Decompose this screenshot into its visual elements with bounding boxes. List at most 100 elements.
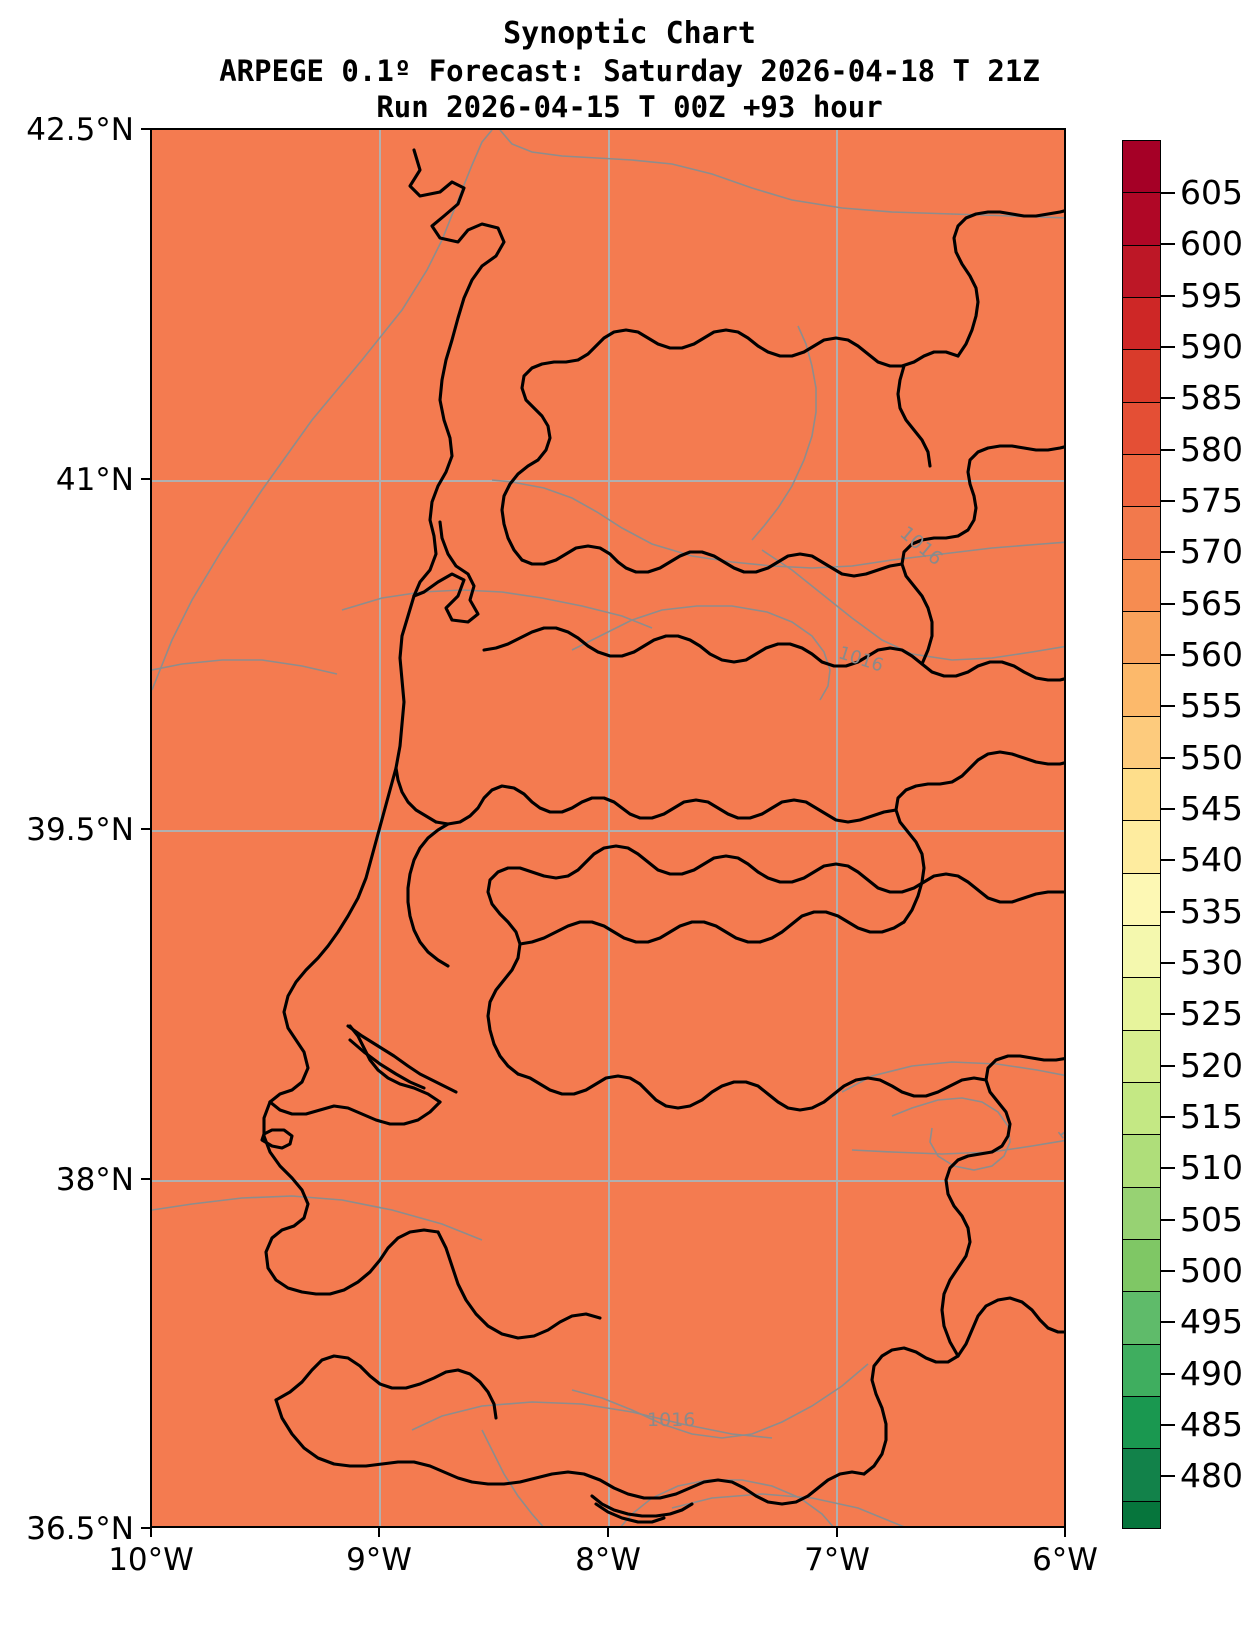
colorbar-tick-mark xyxy=(1161,1269,1175,1272)
colorbar-tick-mark xyxy=(1161,1218,1175,1221)
colorbar-tick-label: 570 xyxy=(1180,532,1243,572)
colorbar-tick-mark xyxy=(1161,551,1175,554)
x-tick-mark xyxy=(378,1528,380,1537)
colorbar-band xyxy=(1123,924,1160,978)
colorbar-band xyxy=(1123,244,1160,297)
colorbar-tick-mark xyxy=(1161,1167,1175,1170)
x-tick-mark xyxy=(1064,1528,1066,1537)
colorbar-tick-label: 510 xyxy=(1180,1148,1243,1188)
gridline-lat-41n xyxy=(152,480,1064,482)
x-tick-mark xyxy=(150,1528,152,1537)
colorbar-tick-mark xyxy=(1161,756,1175,759)
x-tick-mark xyxy=(607,1528,609,1537)
colorbar-band xyxy=(1123,1134,1160,1187)
isobar-layer xyxy=(152,130,1064,1526)
colorbar-band xyxy=(1123,141,1160,193)
colorbar-tick-label: 555 xyxy=(1180,686,1243,726)
colorbar-band xyxy=(1123,192,1160,245)
colorbar-tick-label: 525 xyxy=(1180,994,1243,1034)
colorbar-band xyxy=(1123,1448,1160,1501)
y-tick-mark xyxy=(141,1527,150,1529)
gridline-lon-7w xyxy=(836,130,838,1526)
colorbar-band xyxy=(1123,1395,1160,1449)
colorbar-band xyxy=(1123,977,1160,1030)
colorbar-tick-label: 565 xyxy=(1180,583,1243,623)
colorbar-tick-label: 535 xyxy=(1180,891,1243,931)
colorbar-tick-mark xyxy=(1161,448,1175,451)
colorbar-tick-mark xyxy=(1161,859,1175,862)
colorbar-band xyxy=(1123,453,1160,507)
colorbar-tick-mark xyxy=(1161,294,1175,297)
colorbar-tick-label: 550 xyxy=(1180,737,1243,777)
colorbar-tick-mark xyxy=(1161,345,1175,348)
colorbar-tick-mark xyxy=(1161,1321,1175,1324)
gridline-lat-38n xyxy=(152,1180,1064,1182)
colorbar-tick-label: 560 xyxy=(1180,634,1243,674)
colorbar-tick-label: 575 xyxy=(1180,480,1243,520)
colorbar-tick-label: 515 xyxy=(1180,1096,1243,1136)
colorbar-tick-mark xyxy=(1161,1064,1175,1067)
colorbar-tick-mark xyxy=(1161,1475,1175,1478)
colorbar-band xyxy=(1123,1238,1160,1292)
gridline-lat-395n xyxy=(152,830,1064,832)
x-tick-mark xyxy=(836,1528,838,1537)
colorbar-tick-mark xyxy=(1161,961,1175,964)
colorbar-band xyxy=(1123,558,1160,611)
y-axis-tick-label: 36.5°N xyxy=(26,1511,134,1547)
colorbar-band xyxy=(1123,610,1160,664)
colorbar-tick-mark xyxy=(1161,397,1175,400)
colorbar-tick-label: 590 xyxy=(1180,326,1243,366)
map-plot-area[interactable]: 1016 1016 1016 1016 xyxy=(150,128,1066,1528)
colorbar-tick-mark xyxy=(1161,1115,1175,1118)
page-title: Synoptic Chart xyxy=(503,16,756,51)
colorbar-tick-label: 605 xyxy=(1180,172,1243,212)
colorbar-tick-mark xyxy=(1161,1423,1175,1426)
colorbar-tick-label: 545 xyxy=(1180,788,1243,828)
colorbar-tick-mark xyxy=(1161,602,1175,605)
y-axis-tick-label: 42.5°N xyxy=(26,112,134,148)
colorbar-band xyxy=(1123,1500,1160,1528)
coastline-and-borders-layer xyxy=(260,148,1064,1524)
colorbar-tick-label: 490 xyxy=(1180,1353,1243,1393)
y-tick-mark xyxy=(141,478,150,480)
colorbar-tick-label: 520 xyxy=(1180,1045,1243,1085)
colorbar-band xyxy=(1123,663,1160,716)
y-axis-tick-label: 38°N xyxy=(55,1162,134,1198)
colorbar-band xyxy=(1123,1186,1160,1239)
colorbar-band xyxy=(1123,767,1160,821)
colorbar-tick-label: 480 xyxy=(1180,1456,1243,1496)
run-subtitle: Run 2026-04-15 T 00Z +93 hour xyxy=(376,90,883,124)
colorbar-band xyxy=(1123,401,1160,454)
colorbar[interactable] xyxy=(1122,140,1161,1529)
x-axis-tick-label: 9°W xyxy=(346,1542,412,1578)
colorbar-tick-label: 495 xyxy=(1180,1302,1243,1342)
colorbar-band xyxy=(1123,506,1160,559)
colorbar-tick-mark xyxy=(1161,653,1175,656)
y-tick-mark xyxy=(141,128,150,130)
colorbar-band xyxy=(1123,349,1160,402)
colorbar-tick-mark xyxy=(1161,910,1175,913)
y-tick-mark xyxy=(141,1178,150,1180)
colorbar-tick-label: 585 xyxy=(1180,378,1243,418)
colorbar-band xyxy=(1123,872,1160,925)
colorbar-tick-label: 540 xyxy=(1180,840,1243,880)
colorbar-tick-mark xyxy=(1161,191,1175,194)
colorbar-band xyxy=(1123,820,1160,873)
colorbar-tick-label: 500 xyxy=(1180,1250,1243,1290)
colorbar-tick-label: 530 xyxy=(1180,942,1243,982)
x-axis-tick-label: 10°W xyxy=(108,1542,194,1578)
x-axis-tick-label: 6°W xyxy=(1032,1542,1098,1578)
colorbar-band xyxy=(1123,1029,1160,1082)
y-axis-tick-label: 41°N xyxy=(55,462,134,498)
colorbar-tick-label: 580 xyxy=(1180,429,1243,469)
x-axis-tick-label: 7°W xyxy=(804,1542,870,1578)
colorbar-tick-mark xyxy=(1161,1013,1175,1016)
colorbar-tick-label: 505 xyxy=(1180,1199,1243,1239)
colorbar-tick-mark xyxy=(1161,705,1175,708)
colorbar-tick-label: 485 xyxy=(1180,1404,1243,1444)
isobar-label: 1016 xyxy=(647,1409,696,1431)
colorbar-band xyxy=(1123,715,1160,768)
colorbar-band xyxy=(1123,1291,1160,1344)
gridline-lon-8w xyxy=(608,130,610,1526)
x-axis-tick-label: 8°W xyxy=(575,1542,641,1578)
